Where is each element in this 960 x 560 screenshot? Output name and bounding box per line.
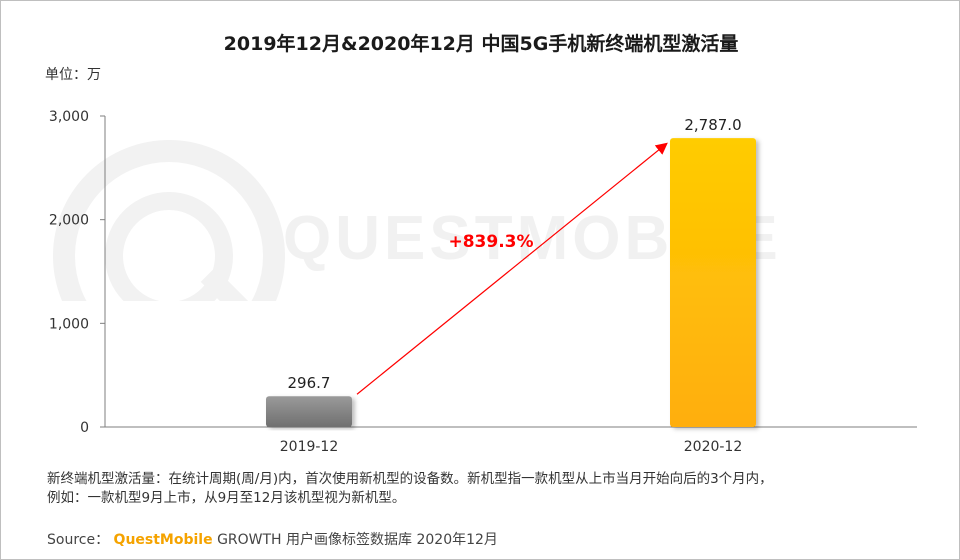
growth-arrow bbox=[356, 142, 668, 395]
bar-value-label: 296.7 bbox=[288, 374, 331, 392]
source-brand: QuestMobile bbox=[113, 532, 213, 548]
source-suffix: GROWTH 用户画像标签数据库 2020年12月 bbox=[217, 532, 498, 548]
growth-annotation: +839.3% bbox=[448, 232, 533, 252]
chart-title: 2019年12月&2020年12月 中国5G手机新终端机型激活量 bbox=[223, 33, 739, 55]
bar-chart: 0 1,000 2,000 3,000 296.7 2,787.0 2019-12 202… bbox=[49, 109, 917, 455]
bar-value-label: 2,787.0 bbox=[684, 116, 741, 134]
x-tick-label: 2020-12 bbox=[684, 439, 743, 455]
bar-2019-12 bbox=[266, 396, 352, 427]
x-tick-label: 2019-12 bbox=[280, 439, 339, 455]
source-line: Source： QuestMobile GROWTH 用户画像标签数据库 202… bbox=[47, 529, 498, 549]
y-tick-label: 3,000 bbox=[49, 109, 89, 125]
bar-2020-12 bbox=[670, 138, 756, 427]
unit-label: 单位：万 bbox=[45, 67, 101, 83]
definition-note: 新终端机型激活量：在统计周期(周/月)内，首次使用新机型的设备数。新机型指一款机… bbox=[47, 470, 927, 508]
y-tick-label: 0 bbox=[80, 420, 89, 436]
watermark-logo bbox=[53, 140, 285, 301]
y-tick-label: 1,000 bbox=[49, 316, 89, 332]
source-prefix: Source： bbox=[47, 532, 110, 548]
definition-note-line-2: 例如：一款机型9月上市，从9月至12月该机型视为新机型。 bbox=[47, 490, 406, 506]
definition-note-line-1: 新终端机型激活量：在统计周期(周/月)内，首次使用新机型的设备数。新机型指一款机… bbox=[47, 471, 773, 487]
y-tick-label: 2,000 bbox=[49, 213, 89, 229]
